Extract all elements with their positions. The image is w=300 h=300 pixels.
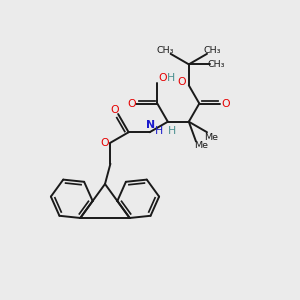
Text: H: H xyxy=(168,126,176,136)
Text: CH₃: CH₃ xyxy=(157,46,174,55)
Text: N: N xyxy=(146,120,155,130)
Text: H: H xyxy=(167,73,176,82)
Text: CH₃: CH₃ xyxy=(207,60,225,69)
Text: O: O xyxy=(100,138,109,148)
Text: CH₃: CH₃ xyxy=(203,46,221,55)
Text: O: O xyxy=(178,77,186,87)
Text: O: O xyxy=(111,105,119,115)
Text: Me: Me xyxy=(204,133,218,142)
Text: Me: Me xyxy=(194,141,208,150)
Text: O: O xyxy=(127,98,136,109)
Text: O: O xyxy=(158,73,166,82)
Text: O: O xyxy=(221,98,230,109)
Text: H: H xyxy=(154,126,163,136)
